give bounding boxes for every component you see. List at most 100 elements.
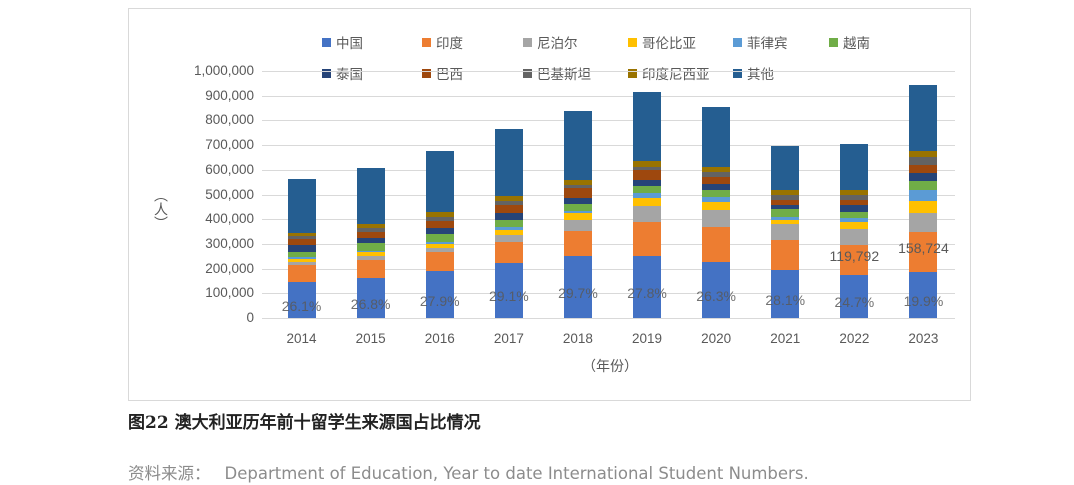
x-tick-label: 2014 xyxy=(286,331,317,346)
stacked-bar xyxy=(563,111,592,318)
y-tick-label: 1,000,000 xyxy=(193,63,254,78)
bar-segment xyxy=(771,239,800,270)
bar-segment xyxy=(633,92,662,161)
bar-segment xyxy=(633,167,662,171)
china-share-label: 26.1% xyxy=(281,297,322,314)
gridline xyxy=(262,219,955,221)
legend-label: 哥伦比亚 xyxy=(642,36,696,52)
bar-segment xyxy=(494,200,523,206)
bar-segment xyxy=(909,165,938,173)
bar-segment xyxy=(356,242,385,252)
bar-segment xyxy=(563,179,592,186)
x-tick-label: 2021 xyxy=(770,331,801,346)
bar-segment xyxy=(702,167,731,173)
bar-segment xyxy=(425,243,454,249)
bar-segment xyxy=(909,150,938,157)
bar-segment xyxy=(425,151,454,213)
bar-segment xyxy=(909,156,938,165)
bar-segment xyxy=(287,281,316,318)
bar-segment xyxy=(909,200,938,213)
legend-swatch-icon xyxy=(322,68,331,78)
bar-segment xyxy=(909,172,938,181)
bar-segment xyxy=(287,264,316,282)
stacked-bar xyxy=(771,146,800,318)
legend-item: 哥伦比亚 xyxy=(628,32,696,52)
bar-segment xyxy=(840,205,869,213)
y-tick-label: 100,000 xyxy=(205,285,254,301)
bar-segment xyxy=(702,262,731,318)
bar-segment xyxy=(563,197,592,204)
bar-segment xyxy=(771,219,800,224)
bar-segment xyxy=(563,185,592,189)
legend-item: 巴基斯坦 xyxy=(523,63,591,83)
bar-segment xyxy=(702,227,731,263)
bar-segment xyxy=(909,212,938,233)
bar-segment xyxy=(563,211,592,214)
bar-segment xyxy=(840,218,869,223)
figure-caption: 图22 澳大利亚历年前十留学生来源国占比情况 xyxy=(128,413,481,433)
source-label: 资料来源： xyxy=(128,464,211,483)
bar-segment xyxy=(840,195,869,201)
x-tick-label: 2018 xyxy=(562,331,593,346)
bar-segment xyxy=(425,271,454,318)
bar-segment xyxy=(909,180,938,190)
bar-segment xyxy=(563,188,592,198)
bar-segment xyxy=(633,193,662,198)
legend-item: 泰国 xyxy=(322,63,363,83)
gridline xyxy=(262,293,955,295)
bar-segment xyxy=(633,197,662,207)
bar-segment xyxy=(494,235,523,242)
china-share-label: 28.1% xyxy=(765,291,806,308)
y-tick-label: 500,000 xyxy=(205,186,254,202)
source-line: 资料来源： Department of Education, Year to da… xyxy=(128,460,809,484)
bar-segment xyxy=(771,146,800,191)
bar-segment xyxy=(563,213,592,220)
legend-swatch-icon xyxy=(422,37,431,47)
bar-segment xyxy=(356,251,385,253)
bar-segment xyxy=(840,222,869,230)
legend-label: 印度尼西亚 xyxy=(642,67,710,83)
bar-segment xyxy=(494,262,523,318)
bar-segment xyxy=(633,221,662,256)
x-tick-label: 2015 xyxy=(355,331,386,346)
gridline xyxy=(262,120,955,122)
bar-segment xyxy=(702,172,731,178)
bar-segment xyxy=(356,168,385,225)
bar-segment xyxy=(425,228,454,235)
bar-segment xyxy=(287,244,316,253)
bar-segment xyxy=(287,261,316,265)
y-tick-label: 800,000 xyxy=(205,112,254,128)
x-axis-title: （年份） xyxy=(582,359,638,375)
legend-swatch-icon xyxy=(322,37,331,47)
y-tick-label: 900,000 xyxy=(205,87,254,103)
legend-item: 其他 xyxy=(733,63,774,83)
bar-segment xyxy=(840,274,869,318)
legend-item: 印度尼西亚 xyxy=(628,63,710,83)
bar-segment xyxy=(494,241,523,263)
gridline xyxy=(262,71,955,72)
bar-segment xyxy=(425,241,454,244)
y-tick-label: 700,000 xyxy=(205,137,254,153)
legend-swatch-icon xyxy=(733,68,742,78)
bar-segment xyxy=(356,252,385,257)
bar-segment xyxy=(633,255,662,318)
bar-segment xyxy=(702,107,731,168)
legend-label: 中国 xyxy=(336,36,363,52)
bar-segment xyxy=(494,196,523,201)
x-tick-label: 2020 xyxy=(701,331,732,346)
bar-segment xyxy=(702,190,731,197)
bar-segment xyxy=(702,197,731,202)
legend-swatch-icon xyxy=(523,37,532,47)
india-value-label: 119,792 xyxy=(829,247,880,264)
bar-segment xyxy=(287,252,316,258)
bar-segment xyxy=(633,186,662,194)
bar-segment xyxy=(425,212,454,218)
bar-segment xyxy=(287,239,316,245)
bar-segment xyxy=(909,271,938,318)
china-share-label: 27.9% xyxy=(419,292,460,309)
bar-segment xyxy=(494,205,523,214)
stacked-bar xyxy=(425,151,454,318)
legend-label: 巴基斯坦 xyxy=(537,67,591,83)
stacked-bar xyxy=(909,85,938,318)
legend-label: 菲律宾 xyxy=(747,36,788,52)
